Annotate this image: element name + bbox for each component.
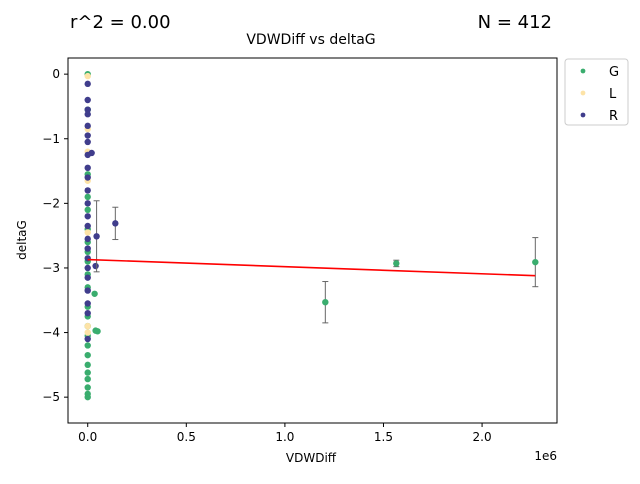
legend-marker: [580, 90, 586, 96]
legend-marker: [580, 68, 586, 74]
data-point-R: [84, 287, 91, 294]
data-point-L: [84, 322, 91, 330]
data-point-G: [84, 369, 91, 376]
data-point-R: [84, 111, 91, 118]
data-point-G: [532, 258, 539, 266]
x-tick-label: 1.0: [275, 430, 294, 444]
data-point-R: [84, 300, 91, 307]
data-point-R: [112, 220, 119, 227]
y-tick-label: −4: [42, 326, 60, 340]
data-point-R: [84, 122, 91, 130]
data-point-G: [84, 384, 91, 391]
data-point-G: [84, 361, 91, 369]
sample-count-label: N = 412: [477, 12, 552, 33]
y-tick-label: −2: [42, 196, 60, 210]
y-axis-ticks: 0 −1 −2 −3 −4 −5: [42, 67, 68, 404]
data-point-R: [84, 245, 91, 252]
x-tick-label: 0.0: [78, 430, 97, 444]
data-point-G: [94, 328, 101, 335]
x-tick-label: 2.0: [473, 430, 492, 444]
legend-label: L: [609, 87, 617, 102]
legend-label: G: [609, 65, 619, 80]
data-point-R: [84, 138, 91, 146]
data-point-R: [84, 264, 91, 272]
y-tick-label: −1: [42, 132, 60, 146]
legend-label: R: [609, 109, 618, 124]
data-point-R: [84, 80, 91, 88]
data-point-R: [84, 235, 91, 243]
x-axis-label: VDWDiff: [286, 451, 337, 465]
data-point-R: [88, 149, 95, 157]
data-point-R: [93, 233, 100, 240]
data-point-G: [322, 298, 329, 306]
data-point-G: [84, 351, 91, 359]
x-tick-label: 0.5: [177, 430, 196, 444]
r-squared-label: r^2 = 0.00: [70, 12, 171, 33]
data-point-R: [84, 309, 91, 317]
data-point-G: [84, 206, 91, 214]
x-offset-label: 1e6: [534, 449, 557, 463]
data-point-G: [84, 193, 91, 201]
data-point-R: [84, 213, 91, 220]
legend-box: [564, 58, 629, 126]
data-point-R: [84, 174, 91, 181]
data-point-R: [84, 96, 91, 104]
x-axis-ticks: 0.0 0.5 1.0 1.5 2.0: [78, 423, 492, 444]
data-point-G: [84, 375, 91, 383]
data-point-R: [92, 262, 99, 270]
data-point-R: [84, 106, 91, 113]
legend: GLR: [564, 58, 629, 126]
data-point-G: [393, 260, 400, 267]
data-point-R: [84, 255, 91, 262]
data-point-R: [84, 335, 91, 343]
legend-marker: [580, 112, 586, 118]
y-tick-label: −5: [42, 390, 60, 404]
chart-title: VDWDiff vs deltaG: [246, 32, 375, 48]
y-tick-label: 0: [52, 67, 60, 81]
data-point-L: [84, 229, 91, 236]
data-point-L: [84, 72, 91, 80]
y-axis-label: deltaG: [15, 220, 29, 260]
data-point-R: [84, 274, 91, 281]
data-point-G: [84, 342, 91, 349]
fit-line: [87, 258, 536, 277]
data-point-G: [84, 390, 91, 398]
plot-layer: [84, 70, 539, 401]
data-point-R: [84, 132, 91, 139]
y-tick-label: −3: [42, 261, 60, 275]
data-point-L: [84, 329, 91, 336]
data-point-G: [91, 290, 98, 297]
data-point-R: [84, 187, 91, 194]
data-point-R: [84, 164, 91, 172]
x-tick-label: 1.5: [374, 430, 393, 444]
data-point-R: [84, 222, 91, 230]
data-point-R: [84, 200, 91, 207]
plot-frame: [67, 57, 558, 424]
